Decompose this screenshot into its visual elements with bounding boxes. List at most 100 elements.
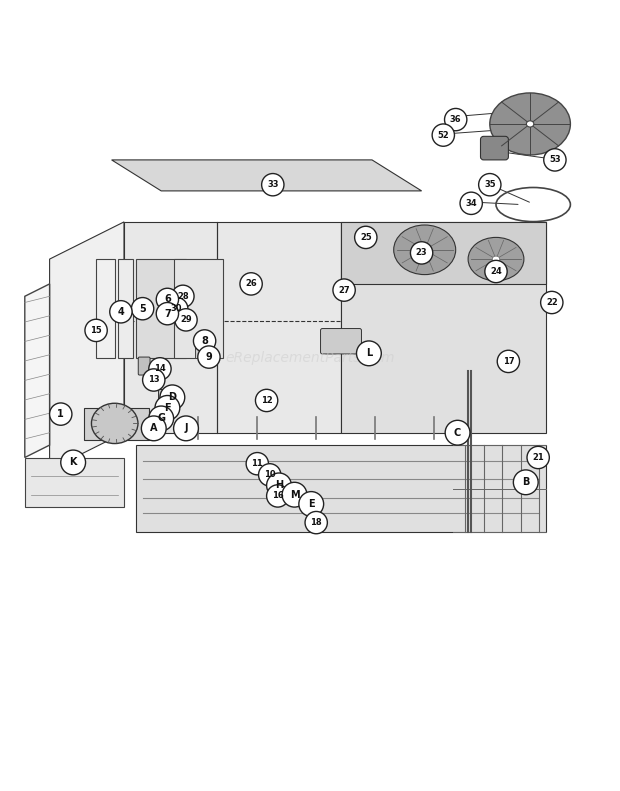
Text: 7: 7 <box>164 308 171 319</box>
Text: 17: 17 <box>503 357 514 366</box>
Polygon shape <box>50 222 124 470</box>
Circle shape <box>246 452 268 475</box>
Text: 13: 13 <box>148 376 159 384</box>
Text: 4: 4 <box>118 307 124 317</box>
Ellipse shape <box>490 93 570 155</box>
Circle shape <box>240 273 262 295</box>
Text: 24: 24 <box>490 267 502 276</box>
Polygon shape <box>112 160 422 191</box>
Ellipse shape <box>420 247 429 253</box>
Text: 16: 16 <box>272 491 283 501</box>
Polygon shape <box>96 259 115 358</box>
Polygon shape <box>124 222 341 433</box>
Circle shape <box>460 192 482 214</box>
Text: 21: 21 <box>533 453 544 462</box>
Circle shape <box>356 341 381 365</box>
Ellipse shape <box>526 121 534 127</box>
Text: 26: 26 <box>246 279 257 289</box>
Text: J: J <box>184 423 188 433</box>
Circle shape <box>541 291 563 314</box>
Text: 14: 14 <box>154 365 166 373</box>
Circle shape <box>410 242 433 264</box>
Circle shape <box>544 149 566 171</box>
Text: B: B <box>522 477 529 487</box>
Circle shape <box>110 301 132 323</box>
Circle shape <box>156 288 179 311</box>
Text: M: M <box>290 490 299 500</box>
Polygon shape <box>195 334 203 358</box>
Circle shape <box>267 485 289 507</box>
Circle shape <box>513 470 538 494</box>
Text: 27: 27 <box>339 286 350 294</box>
Circle shape <box>259 464 281 486</box>
Text: 23: 23 <box>416 248 427 257</box>
Circle shape <box>160 385 185 410</box>
Text: K: K <box>69 457 77 467</box>
Polygon shape <box>136 445 546 532</box>
Text: F: F <box>164 403 171 413</box>
Text: 8: 8 <box>201 336 208 346</box>
Circle shape <box>355 226 377 248</box>
FancyBboxPatch shape <box>321 328 361 354</box>
Text: 10: 10 <box>264 471 275 479</box>
Ellipse shape <box>394 225 456 274</box>
Polygon shape <box>341 222 546 284</box>
Text: G: G <box>157 414 165 423</box>
Circle shape <box>497 350 520 373</box>
Circle shape <box>50 403 72 426</box>
Text: A: A <box>150 423 157 433</box>
Circle shape <box>166 297 188 320</box>
Circle shape <box>445 420 470 445</box>
Circle shape <box>262 173 284 196</box>
Circle shape <box>432 124 454 146</box>
Text: 12: 12 <box>261 396 272 405</box>
Ellipse shape <box>492 256 500 262</box>
Circle shape <box>172 285 194 308</box>
Text: 53: 53 <box>549 155 560 165</box>
Ellipse shape <box>468 237 524 281</box>
Circle shape <box>445 108 467 131</box>
Circle shape <box>149 358 171 380</box>
Circle shape <box>333 279 355 301</box>
Polygon shape <box>174 259 223 358</box>
Text: 35: 35 <box>484 180 495 189</box>
Polygon shape <box>25 457 124 507</box>
Circle shape <box>305 512 327 534</box>
Text: 29: 29 <box>180 316 192 324</box>
Circle shape <box>255 389 278 411</box>
Text: 9: 9 <box>206 352 212 362</box>
Circle shape <box>143 369 165 392</box>
Circle shape <box>267 473 291 498</box>
Circle shape <box>527 446 549 468</box>
Circle shape <box>156 302 179 325</box>
Polygon shape <box>118 259 133 358</box>
Polygon shape <box>341 222 546 433</box>
Text: 25: 25 <box>360 233 371 242</box>
Circle shape <box>479 173 501 196</box>
Text: 6: 6 <box>164 294 171 305</box>
Text: 30: 30 <box>171 305 182 313</box>
Text: 52: 52 <box>438 131 449 139</box>
Circle shape <box>485 260 507 282</box>
Text: 33: 33 <box>267 180 278 189</box>
Text: E: E <box>308 499 314 509</box>
Circle shape <box>299 491 324 517</box>
Circle shape <box>131 297 154 320</box>
Text: 1: 1 <box>58 409 64 419</box>
Circle shape <box>282 483 307 507</box>
Text: L: L <box>366 348 372 358</box>
Text: 34: 34 <box>466 199 477 208</box>
Polygon shape <box>25 284 50 457</box>
Circle shape <box>198 346 220 369</box>
Text: 28: 28 <box>177 292 188 301</box>
Polygon shape <box>84 408 149 440</box>
Text: 15: 15 <box>91 326 102 335</box>
Circle shape <box>193 330 216 352</box>
Text: 22: 22 <box>546 298 557 307</box>
Circle shape <box>155 396 180 420</box>
Circle shape <box>141 416 166 441</box>
Circle shape <box>85 320 107 342</box>
Text: 5: 5 <box>140 304 146 314</box>
Ellipse shape <box>92 403 138 444</box>
Text: H: H <box>275 480 283 490</box>
